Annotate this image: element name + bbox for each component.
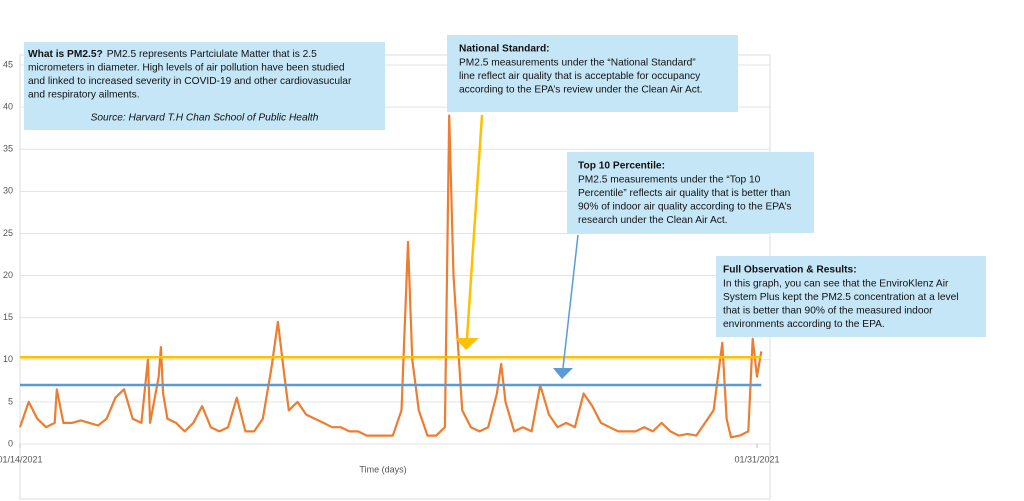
y-tick-label: 0 [8,438,13,448]
annotation-box [567,152,814,233]
annotation-line: System Plus kept the PM2.5 concentration… [723,292,959,303]
annotation-line: 90% of indoor air quality according to t… [578,201,792,212]
arrowhead [553,368,573,379]
annotation-box [447,35,738,112]
y-tick-label: 20 [3,270,13,280]
annotation-title: What is PM2.5? [28,49,103,60]
y-tick-label: 40 [3,101,13,111]
y-tick-label: 10 [3,354,13,364]
y-tick-label: 25 [3,228,13,238]
annotation-line: environments according to the EPA. [723,319,885,330]
annotation-line: In this graph, you can see that the Envi… [723,278,949,289]
annotation-line: PM2.5 measurements under the “National S… [459,57,696,68]
annotation-line: PM2.5 measurements under the “Top 10 [578,174,761,185]
annotation-box [716,256,986,337]
x-axis-label: Time (days) [359,464,406,474]
annotation-text: What is PM2.5? PM2.5 represents Partciula… [28,49,317,60]
y-tick-label: 5 [8,396,13,406]
annotation-source: Source: Harvard T.H Chan School of Publi… [91,113,319,124]
annotation-title: Top 10 Percentile: [578,161,665,172]
annotation-line: according to the EPA’s review under the … [459,84,703,95]
annotation-line: micrometers in diameter. High levels of … [28,62,345,73]
annotation-line: research under the Clean Air Act. [578,215,728,226]
y-tick-label: 35 [3,144,13,154]
annotation-line: Percentile” reflects air quality that is… [578,188,790,199]
annotation-line: line reflect air quality that is accepta… [459,71,701,82]
y-tick-label: 45 [3,59,13,69]
annotation-line: and linked to increased severity in COVI… [28,76,352,87]
arrow [465,114,484,339]
y-tick-label: 15 [3,312,13,322]
annotation-box [24,42,385,130]
annotation-title: National Standard: [459,44,550,55]
y-tick-label: 30 [3,186,13,196]
arrowhead [455,338,479,350]
annotation-line: PM2.5 represents Partciulate Matter that… [107,49,317,60]
annotation-line: and respiratory ailments. [28,89,140,100]
data-line [18,114,763,439]
annotation-line: that is better than 90% of the measured … [723,305,933,316]
x-tick-label: 01/14/2021 [0,454,43,464]
arrow [562,234,579,369]
x-tick-label: 01/31/2021 [734,454,779,464]
annotation-title: Full Observation & Results: [723,265,857,276]
